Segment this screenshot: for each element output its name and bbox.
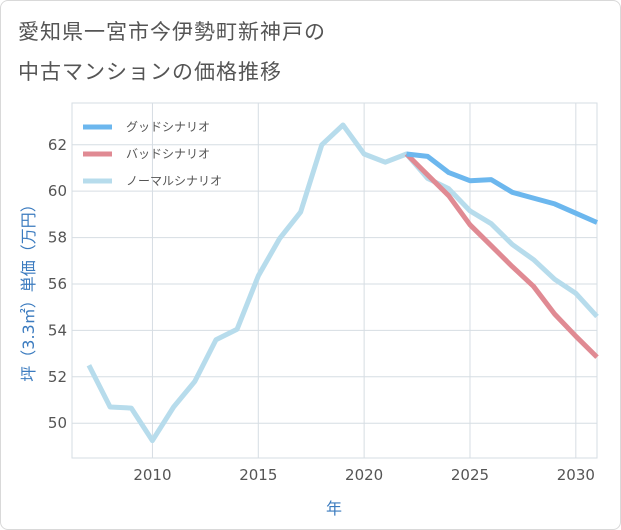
x-tick-label: 2025 [451,466,489,484]
x-tick-label: 2010 [133,466,171,484]
y-tick-label: 54 [48,321,67,339]
gridlines [71,102,598,459]
series-line-0 [406,151,599,225]
x-axis-label: 年 [326,499,342,518]
legend-label-1: バッドシナリオ [126,147,210,161]
legend-label-2: ノーマルシナリオ [126,174,222,188]
series-line-1 [404,152,599,359]
chart-title-line2: 中古マンションの価格推移 [18,60,282,84]
y-tick-label: 52 [48,368,67,386]
tick-labels: 2010 2015 2020 2025 2030 50 52 54 56 58 60 62 [48,136,595,484]
plot-area [71,102,598,459]
y-tick-label: 56 [48,275,67,293]
series-lines [86,122,599,444]
y-tick-label: 60 [48,182,67,200]
y-axis-label: 坪（3.3㎡）単価（万円） [19,196,38,381]
y-tick-label: 58 [48,229,67,247]
x-tick-label: 2030 [557,466,595,484]
x-tick-label: 2015 [239,466,277,484]
series-line-2 [86,122,599,444]
chart-title-line1: 愛知県一宮市今伊勢町新神戸の [18,20,326,44]
legend-label-0: グッドシナリオ [126,120,210,134]
y-tick-label: 50 [48,414,67,432]
y-tick-label: 62 [48,136,67,154]
x-tick-label: 2020 [345,466,383,484]
